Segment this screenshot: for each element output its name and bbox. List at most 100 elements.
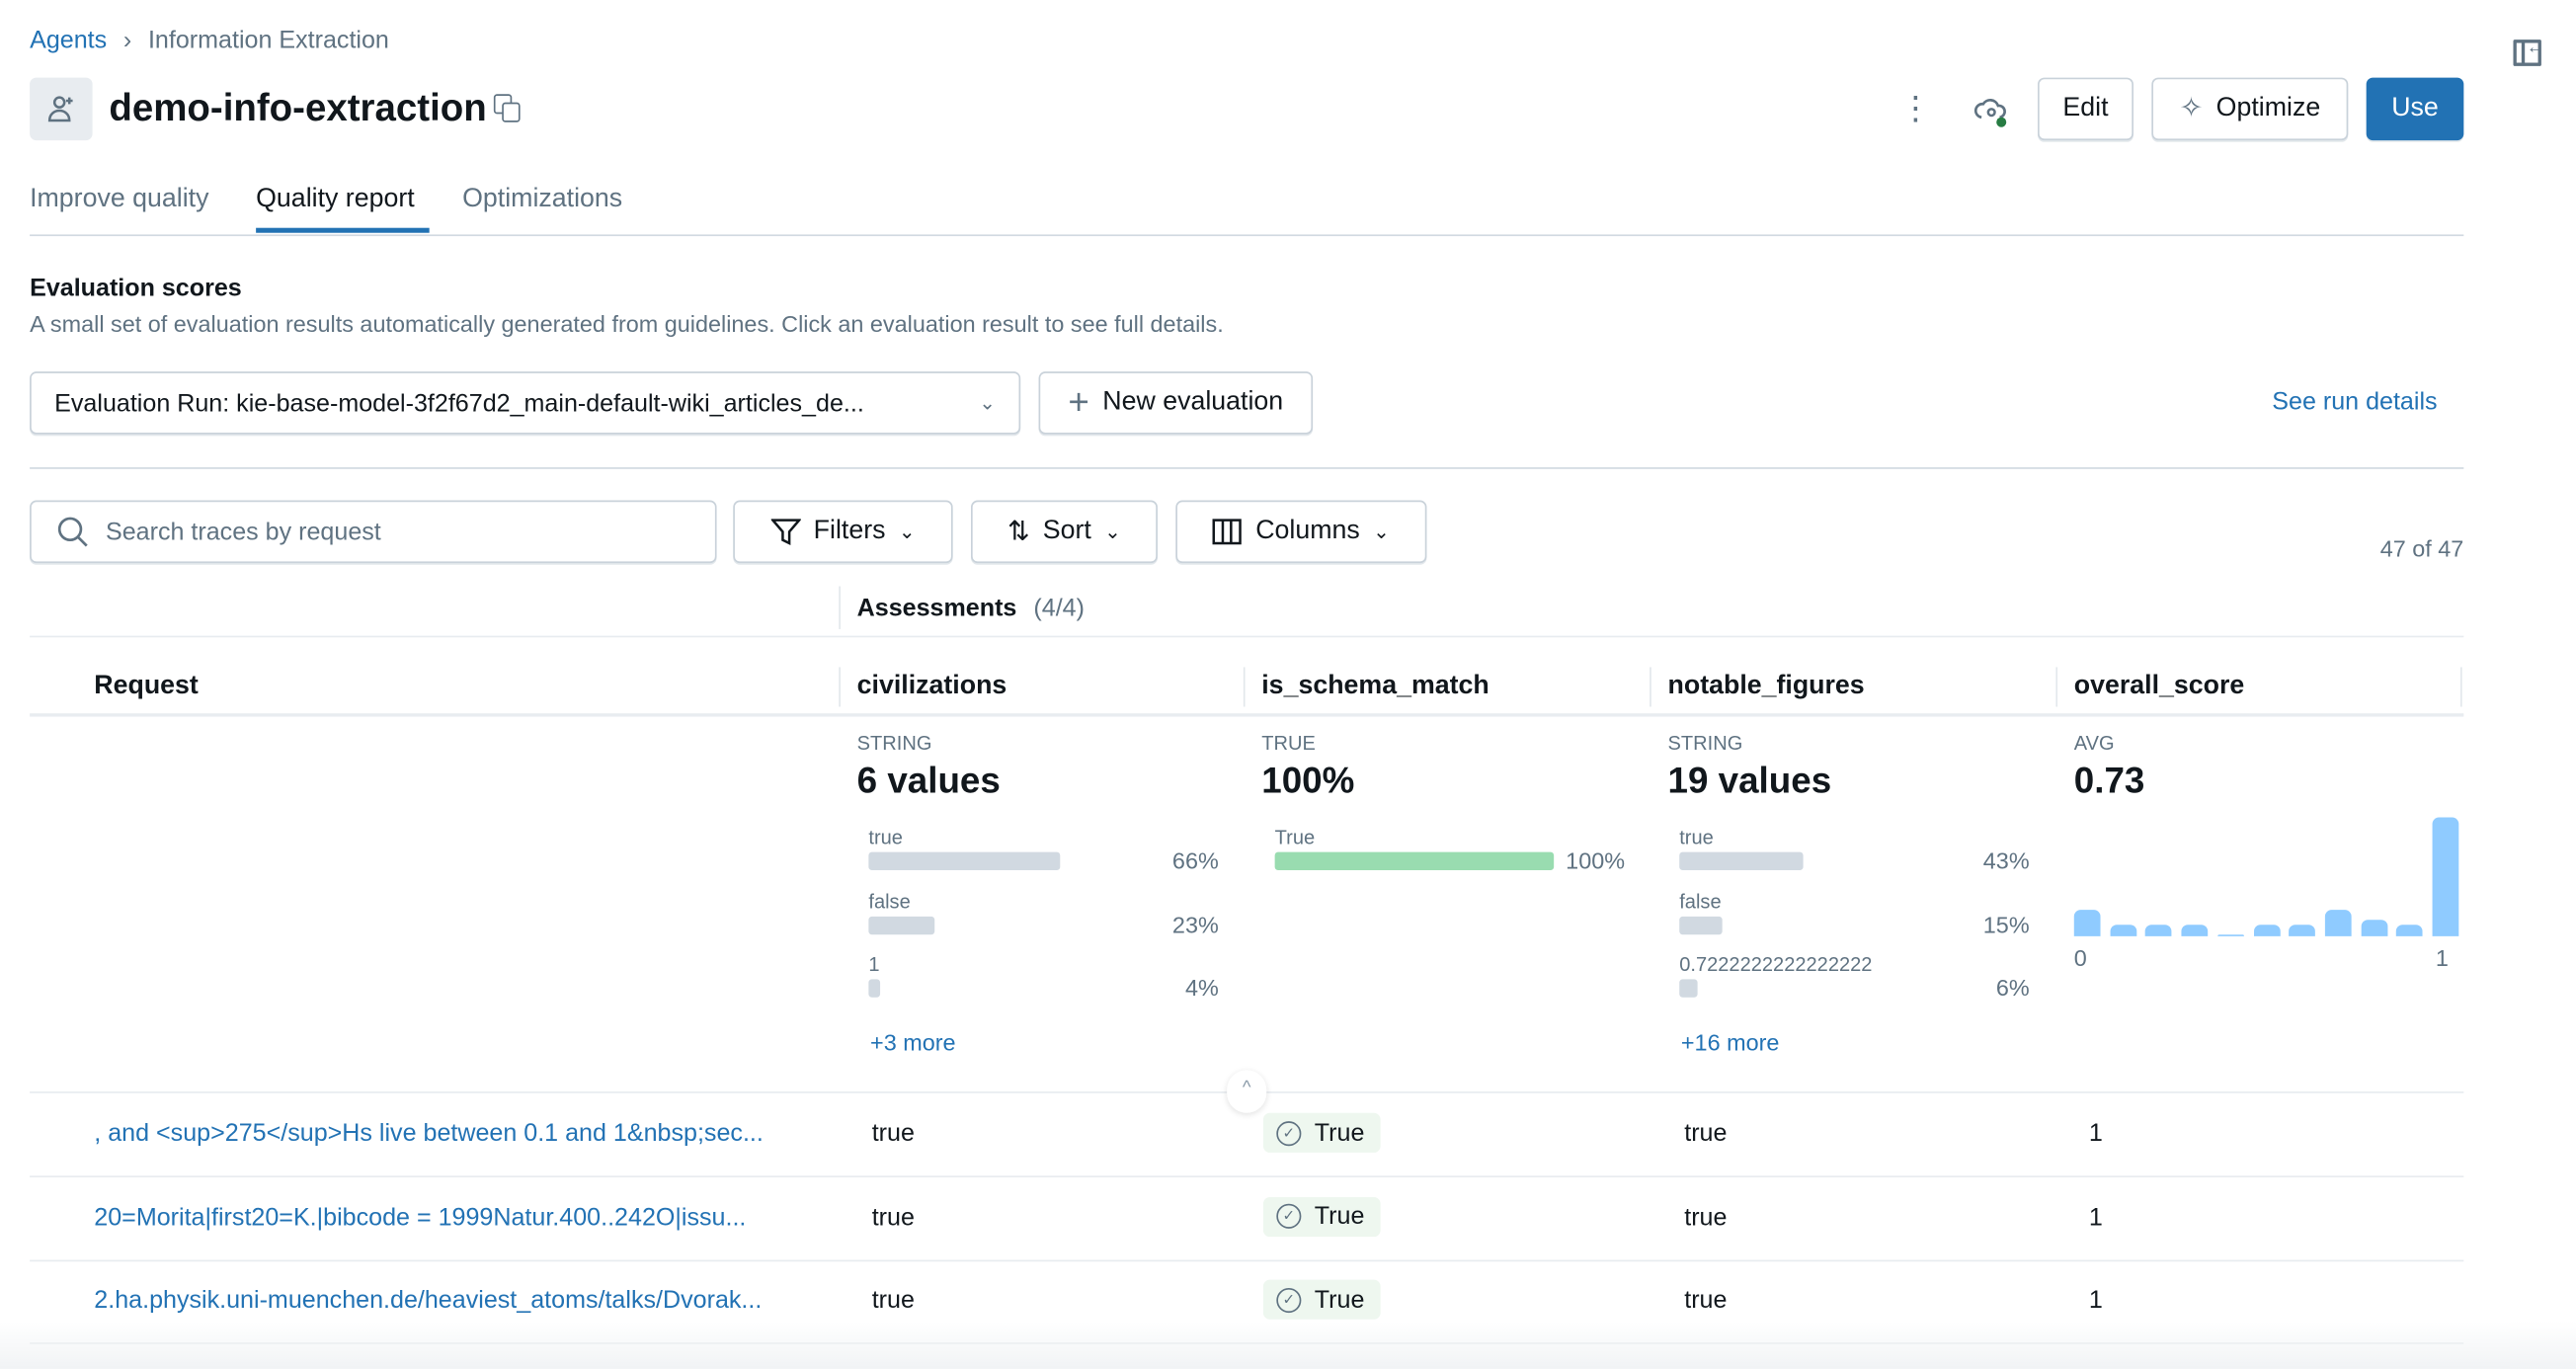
column-header-is-schema-match[interactable]: is_schema_match: [1261, 672, 1489, 700]
result-count: 47 of 47: [2379, 534, 2464, 562]
request-link[interactable]: , and <sup>275</sup>Hs live between 0.1 …: [94, 1119, 764, 1148]
civilizations-dist-label: true: [868, 825, 903, 849]
new-evaluation-label: New evaluation: [1102, 387, 1284, 417]
check-circle-icon: ✓: [1276, 1120, 1302, 1146]
schema-match-value: True: [1314, 1202, 1365, 1231]
is_schema_match-dist-pct: 100%: [1566, 846, 1626, 874]
civilizations-cell: true: [871, 1119, 915, 1148]
notable-figures-type: STRING: [1667, 731, 1743, 756]
agent-avatar-icon: [30, 77, 93, 141]
request-link[interactable]: 20=Morita|first20=K.|bibcode = 1999Natur…: [94, 1202, 747, 1232]
breadcrumb-current: Information Extraction: [147, 26, 389, 55]
optimize-button[interactable]: ✧ Optimize: [2151, 77, 2349, 141]
schema-match-badge: ✓ True: [1262, 1279, 1382, 1320]
section-description: A small set of evaluation results automa…: [30, 310, 1224, 338]
histogram-bar: [2181, 925, 2209, 936]
column-header-notable-figures[interactable]: notable_figures: [1667, 672, 1865, 700]
is_schema_match-dist-bar: [1274, 851, 1555, 871]
check-circle-icon: ✓: [1276, 1287, 1302, 1313]
filters-button[interactable]: Filters ⌄: [733, 500, 953, 564]
notable_figures-dist-label: 0.7222222222222222: [1679, 952, 1873, 977]
sort-button[interactable]: ⇅ Sort ⌄: [971, 500, 1158, 564]
chevron-down-icon: ⌄: [979, 391, 997, 415]
see-run-details-link[interactable]: See run details: [2272, 387, 2438, 417]
columns-button[interactable]: Columns ⌄: [1175, 500, 1427, 564]
sidebar-toggle-icon[interactable]: ←: [2513, 38, 2544, 66]
histogram-bar: [2324, 909, 2352, 936]
civilizations-dist-label: 1: [868, 952, 880, 977]
use-label: Use: [2391, 94, 2439, 122]
evaluation-run-value: Evaluation Run: kie-base-model-3f2f67d2_…: [54, 388, 864, 418]
civilizations-dist-bar: [868, 979, 881, 998]
notable_figures-dist-bar: [1679, 916, 1724, 934]
notable-figures-summary: 19 values: [1667, 760, 1832, 801]
notable_figures-dist-bar: [1679, 979, 1697, 998]
histogram-bar: [2396, 925, 2424, 936]
notable_figures-dist-label: false: [1679, 889, 1722, 913]
schema-match-value: True: [1314, 1118, 1365, 1148]
sort-icon: ⇅: [1006, 518, 1030, 547]
edit-button[interactable]: Edit: [2038, 77, 2133, 141]
new-evaluation-button[interactable]: + New evaluation: [1038, 371, 1314, 435]
column-header-civilizations[interactable]: civilizations: [856, 672, 1007, 700]
tab-optimizations[interactable]: Optimizations: [462, 185, 623, 213]
column-divider[interactable]: [2055, 667, 2058, 707]
notable_figures-dist-label: true: [1679, 825, 1714, 849]
column-header-request[interactable]: Request: [94, 672, 199, 700]
breadcrumb-separator-icon: ›: [122, 26, 132, 55]
civilizations-dist-pct: 66%: [1171, 846, 1219, 874]
column-divider[interactable]: [1650, 667, 1651, 707]
search-icon: [57, 517, 88, 547]
use-button[interactable]: Use: [2366, 77, 2464, 141]
civilizations-dist-bar: [868, 851, 1060, 871]
schema-match-type: TRUE: [1261, 731, 1316, 756]
chevron-down-icon: ⌄: [1104, 520, 1121, 544]
columns-label: Columns: [1255, 517, 1360, 545]
sort-label: Sort: [1042, 517, 1091, 545]
tab-quality-report[interactable]: Quality report: [256, 185, 415, 213]
civilizations-type: STRING: [856, 731, 932, 756]
breadcrumb-agents-link[interactable]: Agents: [30, 26, 108, 55]
histogram-bar: [2289, 925, 2316, 936]
notable_figures-dist-pct: 15%: [1982, 910, 2030, 937]
overall-score-cell: 1: [2088, 1202, 2103, 1232]
breadcrumb: Agents › Information Extraction: [30, 27, 389, 54]
schema-match-value: True: [1314, 1285, 1365, 1314]
evaluation-run-select[interactable]: Evaluation Run: kie-base-model-3f2f67d2_…: [30, 371, 1021, 435]
civilizations-cell: true: [871, 1286, 915, 1315]
tabs-divider: [30, 234, 2464, 237]
bottom-fade: [0, 1321, 2576, 1369]
collapse-summary-button[interactable]: ^: [1227, 1070, 1267, 1113]
request-link[interactable]: 2.ha.physik.uni-muenchen.de/heaviest_ato…: [94, 1286, 763, 1315]
overall-score-cell: 1: [2088, 1286, 2103, 1315]
histogram-bar: [2110, 925, 2136, 936]
chevron-down-icon: ⌄: [898, 520, 916, 544]
assessments-count: (4/4): [1033, 594, 1085, 623]
histogram-bar: [2145, 925, 2173, 936]
histogram-bar: [2432, 817, 2459, 936]
chevron-down-icon: ⌄: [1373, 520, 1390, 544]
tab-improve-quality[interactable]: Improve quality: [30, 185, 209, 213]
column-divider[interactable]: [839, 667, 841, 707]
search-input[interactable]: Search traces by request: [30, 500, 717, 564]
edit-label: Edit: [2062, 94, 2109, 122]
overall-score-type: AVG: [2073, 731, 2115, 756]
row-divider: [30, 1175, 2464, 1177]
active-tab-indicator: [256, 227, 430, 233]
notable-figures-more-link[interactable]: +16 more: [1680, 1028, 1780, 1056]
civilizations-dist-bar: [868, 916, 935, 934]
civilizations-cell: true: [871, 1202, 915, 1232]
search-placeholder: Search traces by request: [105, 518, 381, 546]
histogram-max-label: 1: [2435, 944, 2449, 972]
more-options-icon[interactable]: ⋮: [1898, 90, 1933, 127]
column-header-overall-score[interactable]: overall_score: [2073, 672, 2245, 700]
cloud-status-icon[interactable]: [1973, 93, 2010, 129]
column-divider: [2459, 667, 2462, 707]
assessments-header: Assessments (4/4): [857, 595, 1085, 622]
copy-icon[interactable]: [493, 94, 521, 123]
schema-match-badge: ✓ True: [1262, 1112, 1382, 1153]
column-divider[interactable]: [1243, 667, 1246, 707]
civilizations-dist-pct: 23%: [1171, 910, 1219, 937]
civilizations-more-link[interactable]: +3 more: [870, 1028, 956, 1056]
assessments-divider: [30, 635, 2464, 638]
